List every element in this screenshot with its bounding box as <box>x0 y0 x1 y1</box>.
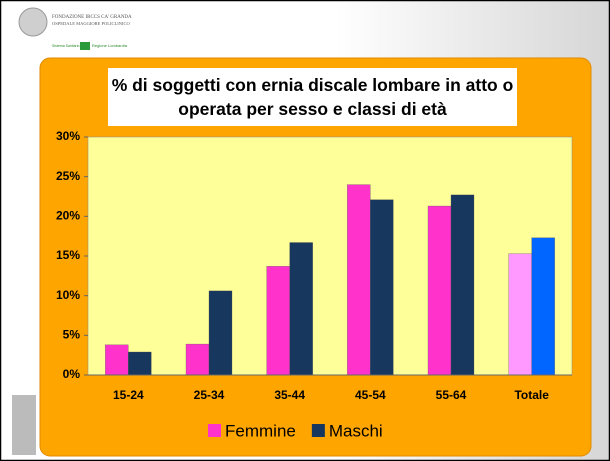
bar <box>185 343 210 376</box>
y-tick-label: 10% <box>56 288 80 302</box>
y-tick-label: 5% <box>63 328 81 342</box>
legend-label: Maschi <box>329 421 383 440</box>
logo <box>18 7 48 37</box>
org-line: FONDAZIONE IRCCS CA' GRANDA <box>52 15 132 20</box>
title-wrap: % di soggetti con ernia discale lombare … <box>111 75 514 119</box>
legend-label: Femmine <box>225 421 296 440</box>
bar <box>450 194 475 376</box>
x-tick-label: 25-34 <box>194 388 225 402</box>
y-tick-label: 20% <box>56 209 80 223</box>
bar <box>105 344 129 376</box>
bar <box>128 351 152 376</box>
title-box <box>108 68 517 126</box>
y-tick-label: 30% <box>56 129 80 143</box>
bar <box>289 242 313 376</box>
y-tick-label: 0% <box>63 367 81 381</box>
bar <box>347 184 371 376</box>
legend-swatch <box>208 424 221 437</box>
x-tick-label: 35-44 <box>274 388 305 402</box>
region-text: Regione Lombardia <box>92 43 128 48</box>
org-line: OSPEDALE MAGGIORE POLICLINICO <box>52 21 130 26</box>
bar <box>208 290 233 376</box>
x-tick-label: Totale <box>514 388 549 402</box>
x-tick-label: 55-64 <box>436 388 467 402</box>
bar <box>531 237 555 376</box>
x-tick-label: 45-54 <box>355 388 386 402</box>
chart-title: % di soggetti con ernia discale lombare … <box>111 75 514 119</box>
legend-swatch <box>311 424 325 437</box>
plot-area <box>87 136 573 376</box>
region-logo <box>80 42 90 50</box>
bar <box>508 253 532 376</box>
bar <box>266 266 290 376</box>
side-logo <box>12 395 36 455</box>
bar <box>427 205 452 376</box>
x-tick-label: 15-24 <box>113 388 144 402</box>
bar <box>370 199 394 376</box>
region-text: Sistema Sanitario <box>52 44 79 48</box>
y-tick-label: 15% <box>56 248 80 262</box>
y-tick-label: 25% <box>56 169 80 183</box>
